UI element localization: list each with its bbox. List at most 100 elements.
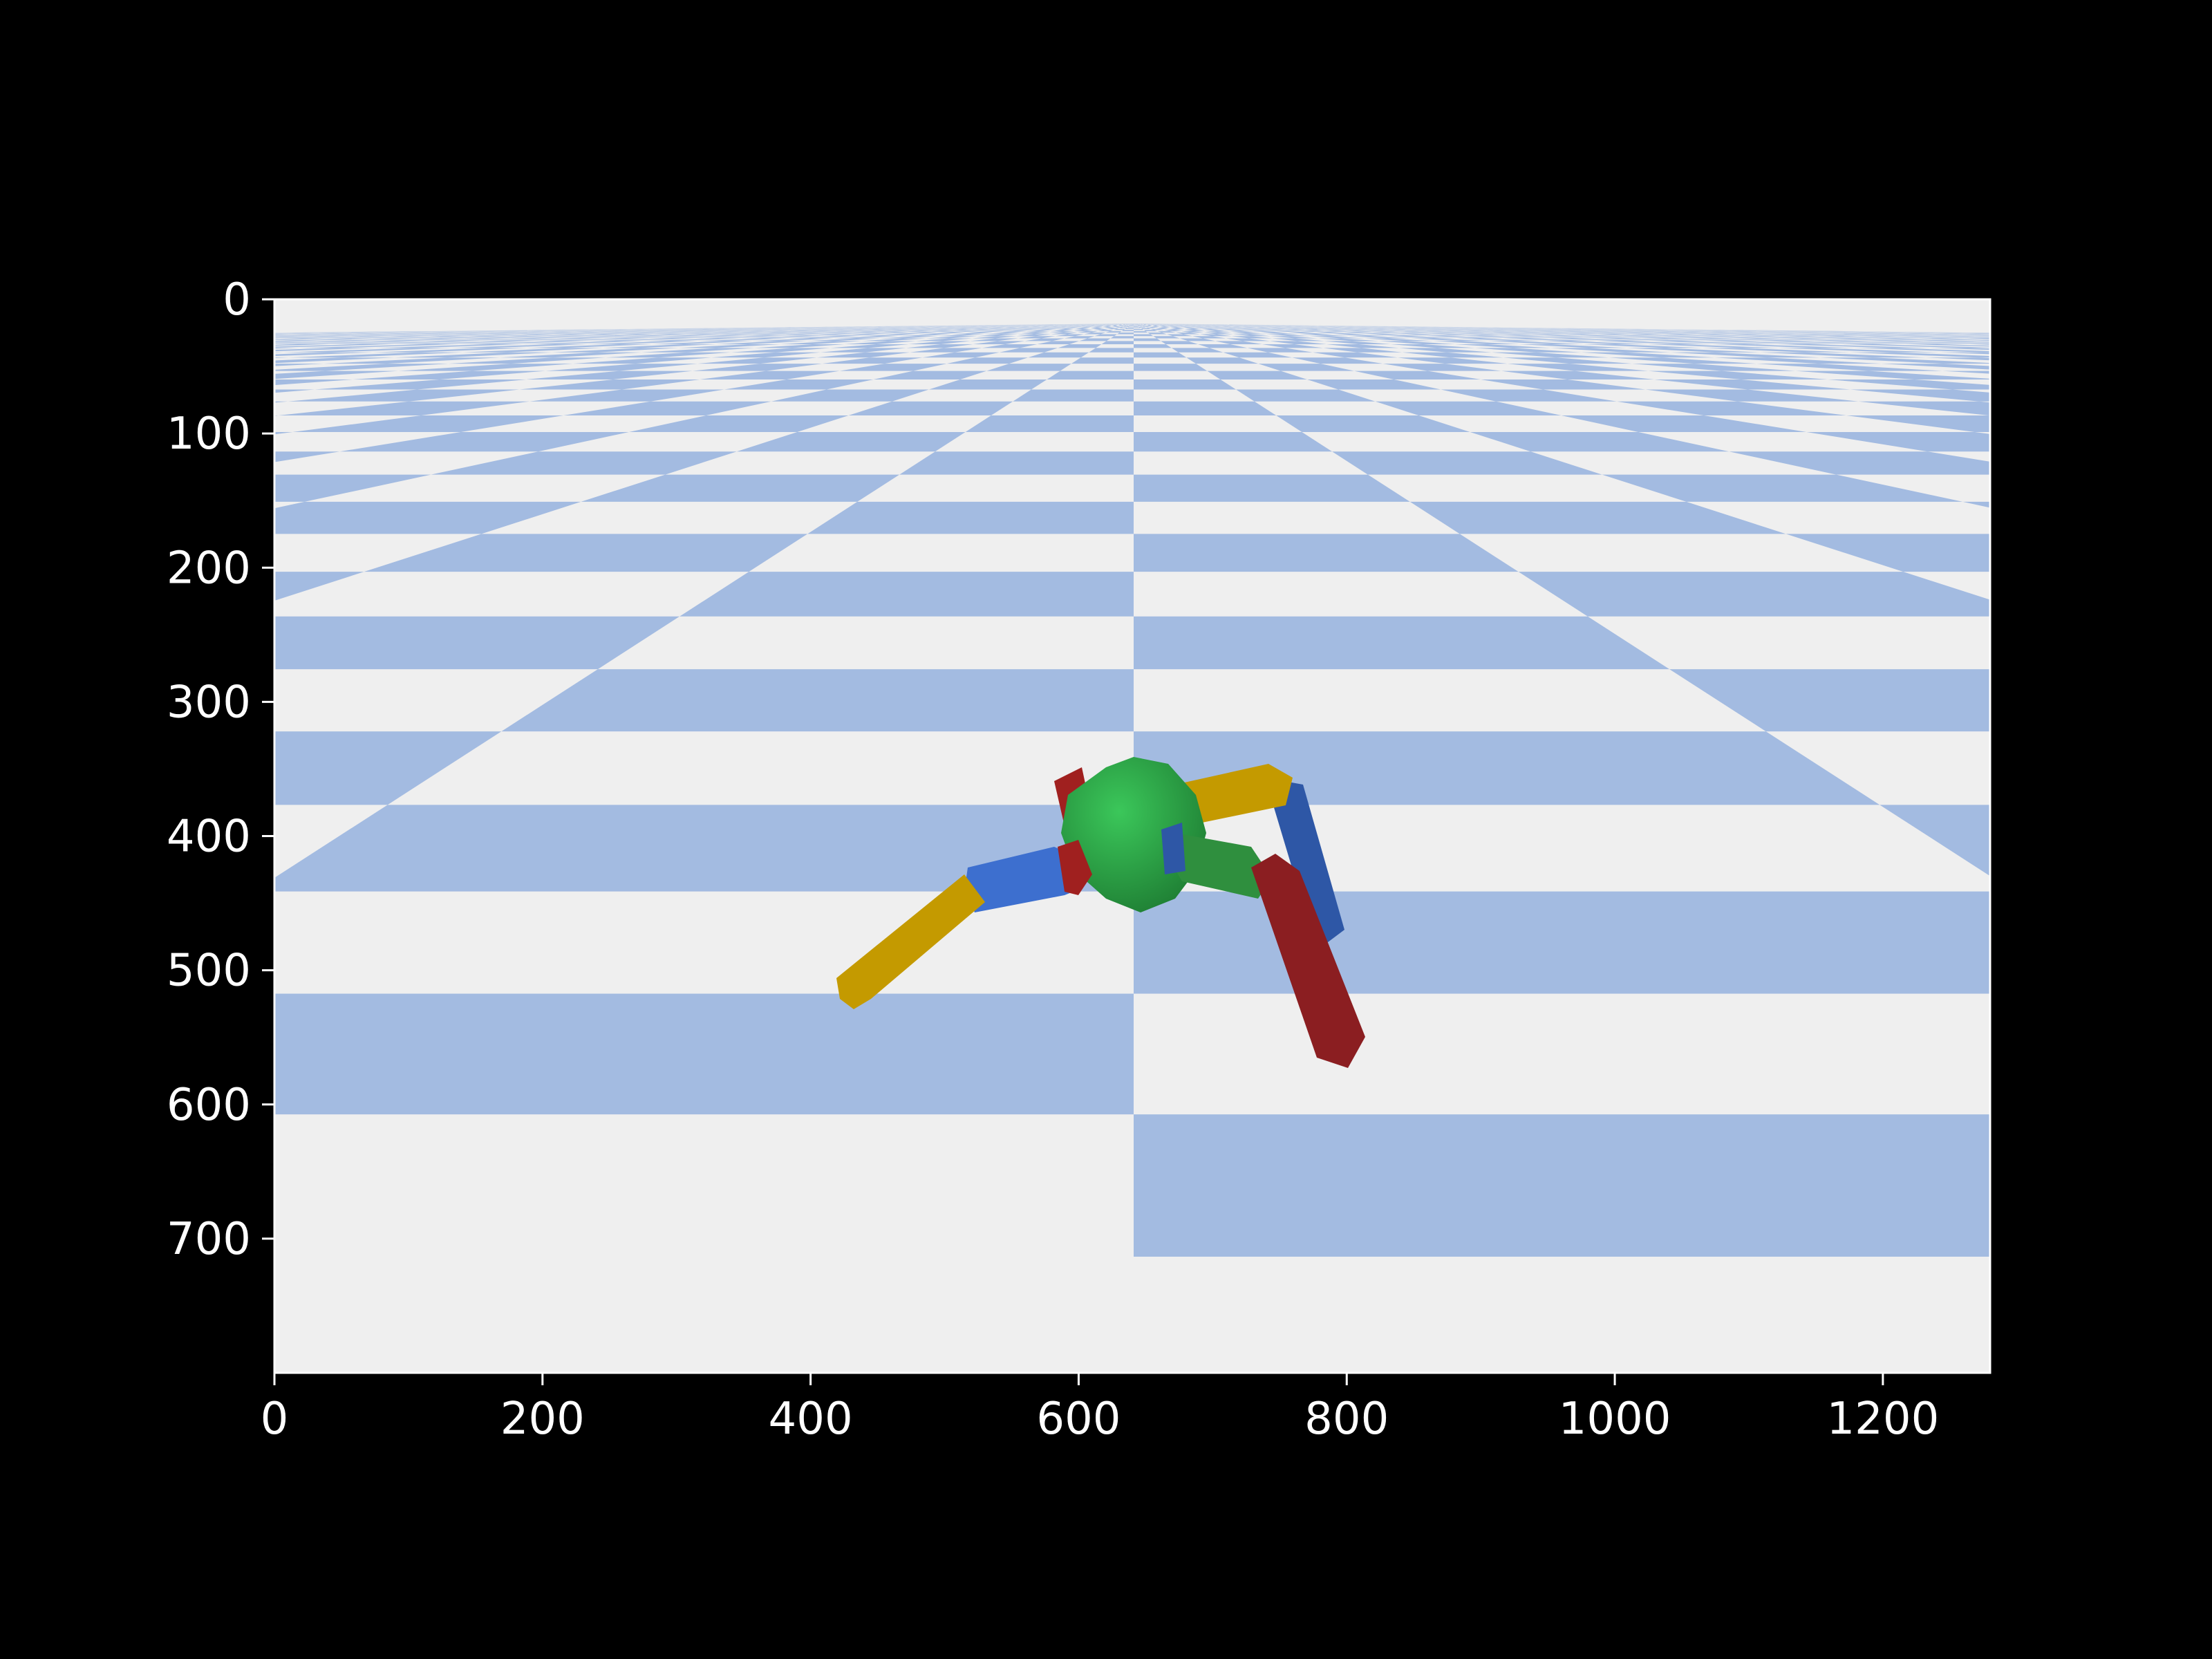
floor-tile: [998, 326, 1024, 327]
floor-tile: [1416, 328, 1476, 329]
floor-tile: [1112, 326, 1121, 327]
floor-tile: [387, 332, 516, 335]
floor-tile: [354, 332, 488, 335]
floor-tile: [1184, 328, 1202, 329]
floor-tile: [852, 326, 900, 327]
floor-tile: [906, 326, 946, 328]
floor-tile: [881, 331, 932, 333]
floor-tile: [290, 331, 431, 333]
floor-tile: [697, 328, 771, 329]
floor-tile: [1474, 348, 1582, 353]
floor-tile: [283, 348, 451, 353]
y-tick-label: 600: [167, 1080, 251, 1131]
floor-tile: [1134, 328, 1144, 330]
floor-tile: [714, 328, 786, 329]
floor-tile: [550, 330, 650, 332]
floor-tile: [1806, 431, 1990, 452]
floor-tile: [587, 341, 698, 344]
floor-tile: [1390, 344, 1475, 348]
floor-tile: [572, 357, 711, 364]
floor-tile: [545, 364, 698, 371]
floor-tile: [1503, 357, 1633, 364]
floor-tile: [1454, 344, 1551, 348]
floor-tile: [1094, 334, 1118, 337]
floor-tile: [274, 338, 280, 339]
floor-tile: [1609, 331, 1710, 333]
floor-tile: [487, 331, 599, 333]
floor-tile: [1287, 328, 1326, 330]
floor-tile: [1662, 336, 1780, 339]
floor-tile: [1402, 352, 1503, 358]
floor-tile: [993, 331, 1027, 333]
floor-tile: [1226, 338, 1271, 341]
floor-tile: [351, 334, 487, 337]
floor-tile: [1134, 379, 1237, 390]
floor-tile: [1734, 338, 1869, 341]
floor-tile: [1923, 341, 1990, 343]
floor-tile: [403, 331, 527, 333]
floor-tile: [1996, 334, 2171, 336]
floor-tile: [1274, 326, 1306, 328]
floor-tile: [431, 451, 737, 475]
floor-tile: [1228, 331, 1260, 333]
floor-tile: [1123, 326, 1130, 327]
floor-tile: [1794, 332, 1930, 335]
floor-tile: [1651, 341, 1777, 344]
floor-tile: [1397, 357, 1508, 364]
floor-tile: [1276, 331, 1317, 333]
floor-tile: [274, 344, 330, 346]
floor-tile: [274, 501, 581, 534]
floor-tile: [836, 330, 892, 332]
floor-tile: [999, 348, 1058, 353]
floor-tile: [883, 326, 927, 327]
floor-tile: [752, 332, 825, 335]
floor-tile: [455, 330, 569, 332]
floor-tile: [487, 332, 600, 335]
floor-tile: [1215, 341, 1262, 344]
floor-tile: [1078, 326, 1092, 328]
floor-tile: [812, 330, 872, 332]
floor-tile: [1779, 338, 1924, 341]
floor-tile: [547, 334, 653, 337]
floor-tile: [1826, 338, 1978, 341]
floor-tile: [649, 328, 732, 330]
floor-tile: [752, 338, 834, 341]
floor-tile: [420, 332, 544, 335]
x-tick-label: 0: [261, 1394, 289, 1445]
floor-tile: [274, 364, 324, 366]
floor-tile: [906, 344, 973, 348]
floor-tile: [523, 341, 644, 344]
floor-tile: [628, 331, 718, 333]
floor-tile: [1358, 328, 1407, 329]
floor-tile: [926, 336, 977, 339]
floor-tile: [796, 331, 860, 333]
floor-tile: [1969, 344, 1990, 345]
floor-tile: [1022, 328, 1047, 329]
floor-tile: [1073, 328, 1091, 330]
floor-tile: [478, 330, 589, 332]
floor-tile: [678, 344, 780, 348]
floor-tile: [1365, 330, 1420, 332]
floor-tile: [857, 326, 905, 328]
floor-tile: [648, 336, 743, 339]
floor-tile: [1013, 389, 1134, 402]
floor-tile: [1163, 330, 1181, 332]
floor-tile: [785, 332, 853, 335]
floor-tile: [692, 364, 823, 371]
floor-tile: [1084, 332, 1106, 335]
floor-tile: [1262, 344, 1324, 348]
floor-tile: [1486, 330, 1562, 332]
floor-tile: [1939, 352, 1990, 355]
floor-tile: [1134, 474, 1410, 502]
floor-tile: [1491, 352, 1609, 358]
floor-tile: [1904, 344, 1990, 347]
floor-tile: [954, 328, 989, 329]
floor-tile: [1091, 328, 1105, 329]
y-tick-label: 200: [167, 543, 251, 594]
floor-tile: [527, 344, 652, 348]
floor-tile: [1382, 364, 1501, 371]
floor-tile: [588, 328, 681, 330]
floor-tile: [965, 415, 1134, 432]
robot-leg-back-right-upper: [1265, 778, 1344, 950]
floor-tile: [1005, 328, 1033, 329]
